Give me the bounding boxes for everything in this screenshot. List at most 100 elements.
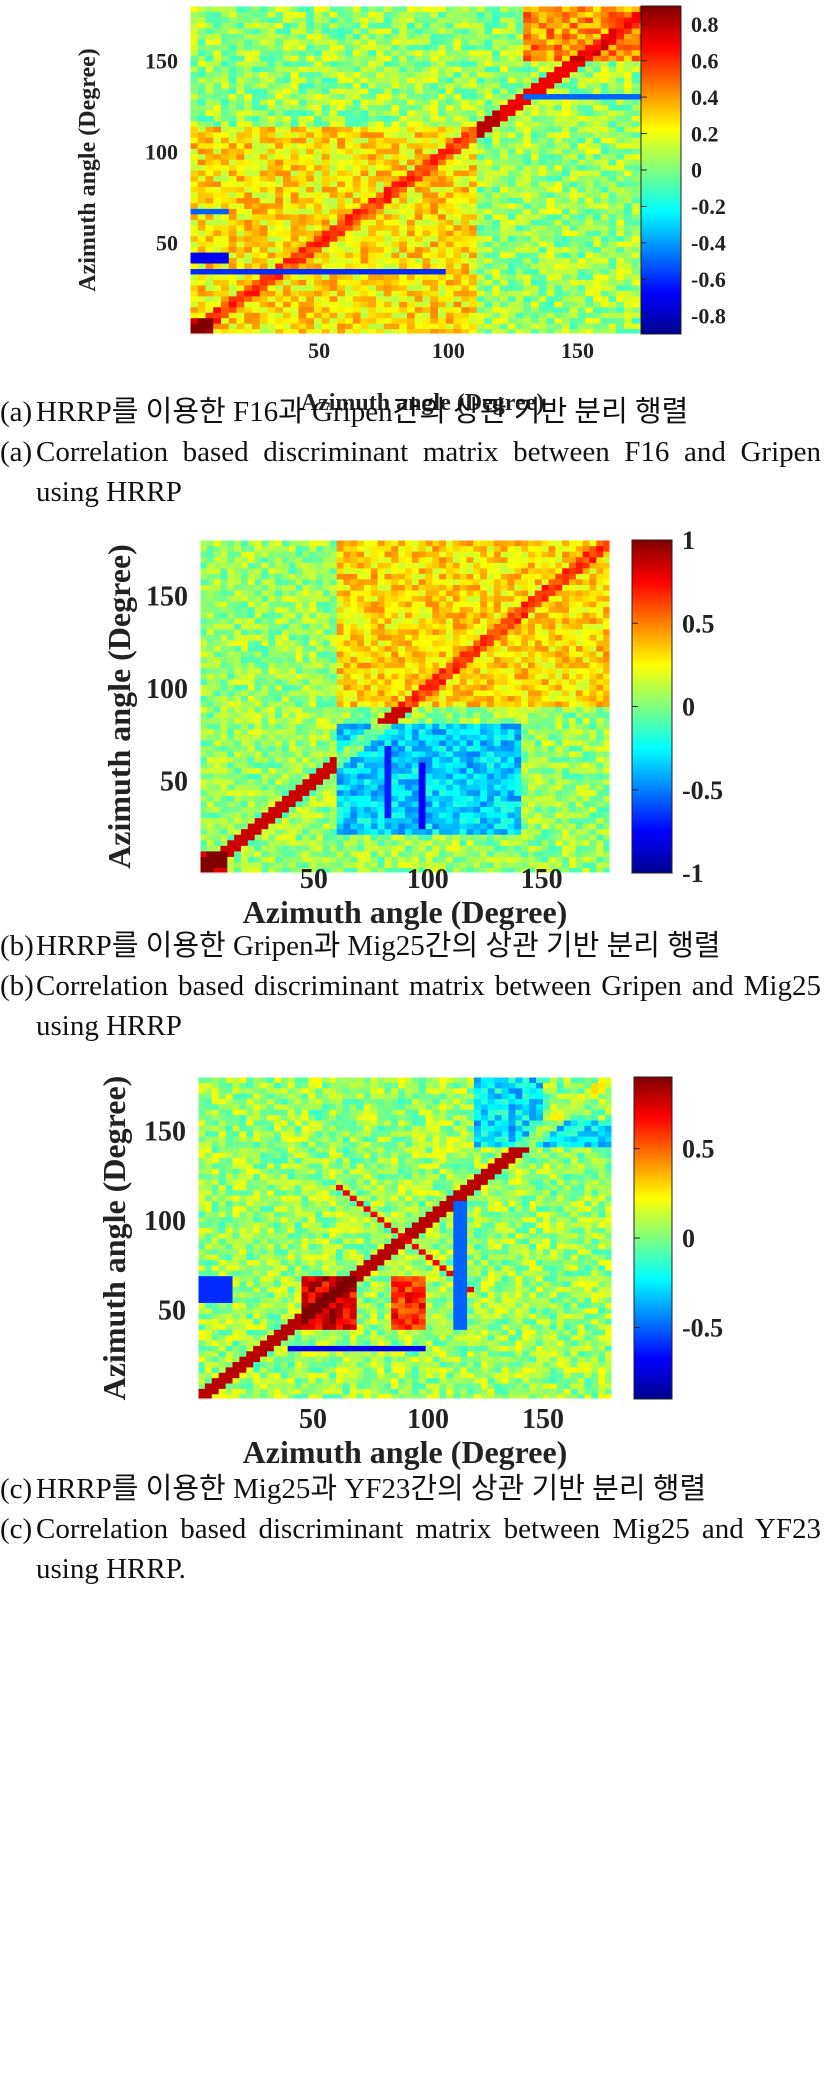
- heatmap-cell: [343, 623, 351, 630]
- heatmap-cell: [241, 562, 249, 569]
- heatmap-cell: [350, 817, 358, 824]
- heatmap-cell: [407, 27, 416, 34]
- heatmap-cell: [329, 673, 338, 680]
- heatmap-cell: [445, 262, 455, 269]
- heatmap-cell: [336, 612, 345, 619]
- heatmap-cell: [259, 213, 269, 220]
- heatmap-cell: [616, 202, 625, 209]
- heatmap-cell: [329, 617, 338, 624]
- heatmap-cell: [507, 213, 517, 220]
- heatmap-cell: [368, 191, 377, 198]
- heatmap-cell: [343, 756, 351, 763]
- heatmap-cell: [461, 186, 470, 193]
- heatmap-cell: [399, 104, 408, 111]
- heatmap-cell: [616, 186, 625, 193]
- heatmap-cell: [290, 224, 300, 231]
- heatmap-cell: [206, 823, 215, 830]
- heatmap-cell: [316, 562, 324, 569]
- heatmap-cell: [323, 762, 331, 769]
- heatmap-cell: [430, 16, 439, 23]
- heatmap-cell: [288, 612, 297, 619]
- heatmap-cell: [321, 230, 331, 237]
- heatmap-cell: [314, 197, 323, 204]
- heatmap-cell: [414, 262, 424, 269]
- heatmap-cell: [631, 170, 641, 177]
- heatmap-cell: [569, 208, 579, 215]
- colorbar-tick-label: 0.8: [691, 12, 719, 37]
- heatmap-cell: [220, 756, 228, 763]
- heatmap-cell: [259, 27, 269, 34]
- heatmap-cell: [538, 55, 548, 62]
- heatmap-cell: [221, 235, 230, 242]
- heatmap-cell: [254, 556, 263, 563]
- heatmap-cell: [608, 175, 617, 182]
- heatmap-cell: [422, 88, 431, 95]
- heatmap-cell: [616, 27, 625, 34]
- heatmap-cell: [523, 44, 532, 51]
- heatmap-cell: [247, 667, 256, 674]
- heatmap-cell: [220, 540, 228, 547]
- heatmap-cell: [469, 219, 478, 226]
- heatmap-cell: [585, 16, 594, 23]
- heatmap-cell: [343, 573, 351, 580]
- heatmap-cell: [484, 11, 493, 18]
- heatmap-cell: [414, 279, 424, 286]
- heatmap-cell: [507, 224, 517, 231]
- heatmap-cell: [391, 115, 400, 122]
- heatmap-cell: [283, 109, 292, 116]
- heatmap-cell: [259, 262, 269, 269]
- heatmap-cell: [190, 98, 199, 105]
- heatmap-cell: [206, 773, 215, 780]
- heatmap-cell: [306, 224, 315, 231]
- heatmap-cell: [523, 71, 532, 78]
- heatmap-cell: [200, 712, 208, 719]
- heatmap-cell: [252, 219, 261, 226]
- heatmap-cell: [569, 49, 579, 56]
- heatmap-cell: [259, 142, 269, 149]
- heatmap-cell: [453, 191, 462, 198]
- heatmap-cell: [538, 295, 548, 302]
- panel-a: 50 100 150 50 100 150 Azimuth angle (Degree) Az…: [0, 0, 827, 510]
- heatmap-cell: [302, 651, 310, 658]
- heatmap-cell: [252, 126, 261, 133]
- heatmap-cell: [500, 317, 509, 324]
- heatmap-cell: [314, 180, 323, 187]
- heatmap-cell: [531, 224, 540, 231]
- heatmap-cell: [554, 257, 563, 264]
- heatmap-cell: [275, 306, 284, 313]
- heatmap-cell: [329, 153, 338, 160]
- heatmap-cell: [430, 328, 439, 335]
- heatmap-cell: [190, 77, 199, 84]
- heatmap-cell: [205, 66, 214, 73]
- heatmap-cell: [314, 252, 323, 259]
- heatmap-cell: [343, 739, 351, 746]
- heatmap-cell: [476, 323, 486, 330]
- heatmap-cell: [352, 142, 362, 149]
- heatmap-cell: [492, 323, 501, 330]
- heatmap-cell: [295, 551, 304, 558]
- heatmap-cell: [234, 778, 242, 785]
- heatmap-cell: [507, 323, 517, 330]
- heatmap-cell: [383, 257, 393, 264]
- heatmap-cell: [554, 301, 563, 308]
- heatmap-cell: [213, 66, 222, 73]
- heatmap-cell: [484, 279, 493, 286]
- heatmap-cell: [302, 606, 310, 613]
- heatmap-cell: [407, 224, 416, 231]
- heatmap-cell: [221, 148, 230, 155]
- heatmap-cell: [275, 645, 283, 652]
- heatmap-cell: [337, 33, 346, 40]
- heatmap-cell: [213, 628, 222, 635]
- heatmap-cell: [213, 191, 222, 198]
- heatmap-cell: [391, 268, 400, 275]
- heatmap-cell: [283, 6, 292, 13]
- heatmap-cell: [453, 295, 462, 302]
- heatmap-cell: [221, 295, 230, 302]
- heatmap-cell: [244, 131, 253, 138]
- heatmap-cell: [227, 684, 235, 691]
- heatmap-cell: [616, 323, 625, 330]
- heatmap-cell: [414, 82, 424, 89]
- heatmap-cell: [430, 38, 439, 45]
- heatmap-cell: [523, 235, 532, 242]
